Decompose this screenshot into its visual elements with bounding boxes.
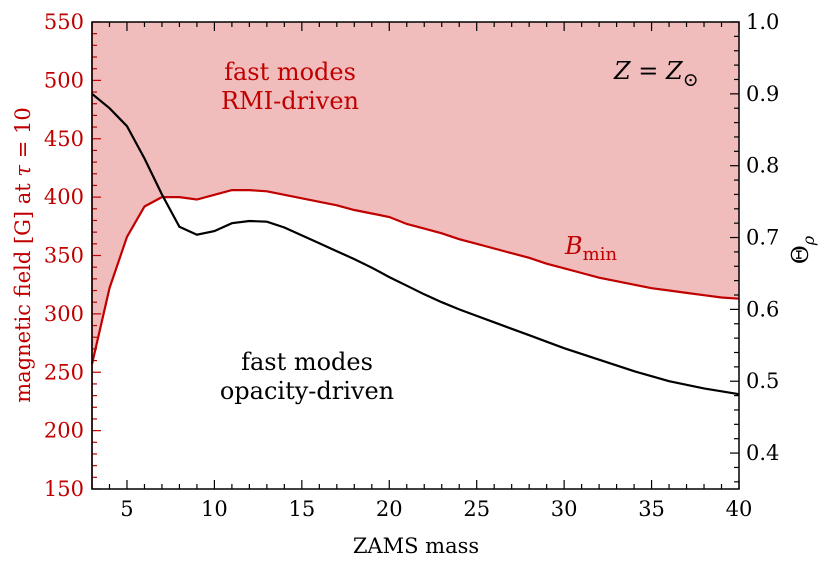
rmi-region-label-line2: RMI-driven <box>221 87 359 115</box>
y-left-tick-label: 400 <box>44 185 84 209</box>
y-right-axis-label: Θρ <box>788 235 818 264</box>
y-left-tick-label: 450 <box>44 127 84 151</box>
x-tick-label: 15 <box>288 497 315 521</box>
bmin-label-letter: B <box>564 232 583 260</box>
y-right-tick-label: 0.5 <box>746 369 779 393</box>
y-right-tick-label: 0.8 <box>746 154 779 178</box>
y-left-tick-label: 500 <box>44 68 84 92</box>
metallicity-sun-symbol: ⊙ <box>683 69 699 91</box>
y-left-label-value: = 10 <box>11 107 35 165</box>
opacity-region-label-line2: opacity-driven <box>220 377 394 405</box>
y-right-tick-label: 0.4 <box>746 441 779 465</box>
metallicity-label: Z = Z⊙ <box>613 57 699 91</box>
x-tick-labels: 5 10 15 20 25 30 35 40 <box>120 497 752 521</box>
y-right-tick-labels: 0.4 0.5 0.6 0.7 0.8 0.9 1.0 <box>746 10 779 465</box>
x-tick-label: 5 <box>120 497 133 521</box>
x-tick-label: 35 <box>638 497 665 521</box>
bmin-series-line <box>90 189 740 365</box>
x-axis-label: ZAMS mass <box>353 534 479 558</box>
bmin-curve-label: Bmin <box>564 232 617 265</box>
y-left-label-tau: τ <box>11 165 35 177</box>
x-tick-label: 30 <box>551 497 578 521</box>
y-right-tick-label: 1.0 <box>746 10 779 34</box>
x-tick-label: 10 <box>201 497 228 521</box>
y-right-tick-label: 0.6 <box>746 297 779 321</box>
y-left-tick-label: 200 <box>44 419 84 443</box>
y-left-label-text: magnetic field [G] at <box>11 183 35 403</box>
bmin-label-subscript: min <box>583 244 618 265</box>
x-tick-label: 20 <box>376 497 403 521</box>
plot-frame <box>91 21 740 490</box>
y-left-tick-labels: 150 200 250 300 350 400 450 500 550 <box>44 10 84 501</box>
x-tick-label: 40 <box>726 497 753 521</box>
theta-rho-series-line <box>91 92 740 396</box>
y-right-tick-label: 0.9 <box>746 82 779 106</box>
opacity-region-label-line1: fast modes <box>241 348 373 376</box>
y-left-tick-label: 350 <box>44 244 84 268</box>
y-left-axis-label: magnetic field [G] at τ = 10 <box>11 107 35 402</box>
x-tick-label: 25 <box>463 497 490 521</box>
y-left-tick-label: 300 <box>44 302 84 326</box>
y-right-label-rho: ρ <box>799 235 818 246</box>
y-right-label-theta: Θ <box>788 245 814 264</box>
rmi-shaded-region <box>92 22 739 365</box>
y-left-tick-label: 250 <box>44 360 84 384</box>
y-right-tick-label: 0.7 <box>746 226 779 250</box>
y-left-tick-label: 150 <box>44 477 84 501</box>
rmi-region-label-line1: fast modes <box>224 58 356 86</box>
metallicity-text: Z = Z <box>613 57 684 85</box>
y-left-tick-label: 550 <box>44 10 84 34</box>
